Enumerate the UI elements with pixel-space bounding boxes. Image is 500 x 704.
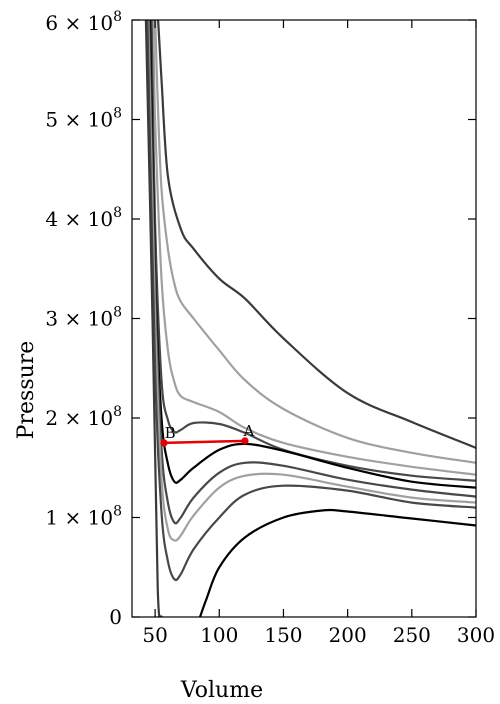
y-tick-label: 3 × 108 [45,305,122,331]
x-tick-label: 150 [264,623,302,647]
x-axis-ticks: 50 100 150 200 250 300 [142,20,495,647]
isotherm-line-7 [147,20,476,542]
isotherm-line-4 [150,20,476,482]
x-tick-label: 300 [457,623,495,647]
y-tick-label: 6 × 108 [45,9,122,35]
x-tick-label: 250 [393,623,431,647]
isotherm-line-8 [146,20,476,582]
y-tick-label: 1 × 108 [45,504,122,530]
x-tick-label: 100 [200,623,238,647]
isotherm-line-3 [152,20,476,476]
y-axis-label: Pressure [14,341,39,440]
connector-line-b-a [164,439,245,445]
x-axis-label: Volume [180,678,263,703]
point-a-marker [241,437,249,445]
isotherm-line-1 [157,20,476,449]
isotherm-line-10 [198,508,476,617]
y-axis-ticks: 0 1 × 108 2 × 108 3 × 108 4 × 108 5 × 108 6 × … [45,9,476,629]
x-tick-label: 200 [329,623,367,647]
isotherm-curves [144,20,476,617]
y-tick-label: 5 × 108 [45,106,122,132]
y-tick-label: 4 × 108 [45,205,122,231]
point-a-label: A [243,422,255,440]
x-tick-label: 50 [142,623,167,647]
isotherm-line-2 [154,20,476,464]
plot-frame [131,19,477,618]
point-b-marker [160,439,168,447]
point-b-label: B [165,424,176,442]
isotherm-line-9 [144,20,163,617]
y-tick-label: 0 [109,605,122,629]
y-tick-label: 2 × 108 [45,404,122,430]
isotherm-line-6 [148,20,476,525]
